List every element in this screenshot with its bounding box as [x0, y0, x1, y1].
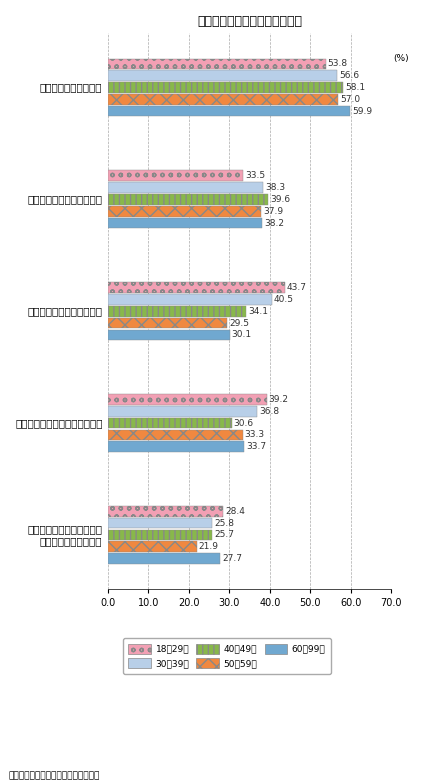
Text: 21.9: 21.9	[198, 542, 219, 551]
Bar	[108, 282, 285, 293]
Text: 資料）　国土交通省「国民意識調査」: 資料） 国土交通省「国民意識調査」	[8, 771, 100, 780]
Bar	[108, 553, 220, 564]
Bar	[108, 529, 212, 540]
Text: 36.8: 36.8	[259, 407, 279, 416]
Text: 59.9: 59.9	[352, 106, 372, 116]
Text: 39.6: 39.6	[270, 195, 290, 204]
Bar	[108, 394, 267, 405]
Bar	[108, 541, 197, 552]
Bar	[108, 306, 246, 317]
Text: 27.7: 27.7	[222, 554, 242, 563]
Text: 58.1: 58.1	[345, 83, 365, 92]
Bar	[108, 59, 326, 70]
Bar	[108, 506, 223, 517]
Text: 28.4: 28.4	[225, 507, 245, 516]
Text: 57.0: 57.0	[340, 95, 361, 104]
Text: 33.3: 33.3	[245, 430, 265, 439]
Bar	[108, 106, 350, 117]
Text: 38.2: 38.2	[265, 218, 285, 228]
Title: 観光に期待する効果（年代別）: 観光に期待する効果（年代別）	[197, 15, 302, 28]
Text: (%): (%)	[393, 53, 409, 63]
Text: 40.5: 40.5	[274, 295, 294, 304]
Bar	[108, 317, 227, 328]
Text: 33.5: 33.5	[245, 171, 265, 181]
Bar	[108, 418, 232, 429]
Text: 38.3: 38.3	[265, 183, 285, 192]
Bar	[108, 94, 338, 105]
Text: 34.1: 34.1	[248, 307, 268, 316]
Text: 33.7: 33.7	[246, 442, 266, 451]
Bar	[108, 518, 212, 529]
Bar	[108, 82, 343, 93]
Bar	[108, 182, 263, 193]
Text: 39.2: 39.2	[268, 395, 289, 404]
Bar	[108, 170, 243, 181]
Bar	[108, 70, 337, 81]
Text: 30.1: 30.1	[232, 330, 252, 339]
Bar	[108, 429, 243, 440]
Bar	[108, 329, 230, 340]
Text: 25.7: 25.7	[214, 530, 234, 540]
Legend: 18～29歳, 30～39歳, 40～49歳, 50～59歳, 60～99歳: 18～29歳, 30～39歳, 40～49歳, 50～59歳, 60～99歳	[123, 638, 331, 673]
Bar	[108, 194, 268, 205]
Text: 37.9: 37.9	[263, 206, 283, 216]
Bar	[108, 206, 261, 217]
Text: 56.6: 56.6	[339, 71, 359, 81]
Text: 29.5: 29.5	[229, 318, 249, 328]
Bar	[108, 294, 272, 305]
Text: 25.8: 25.8	[215, 518, 234, 528]
Bar	[108, 217, 262, 228]
Bar	[108, 406, 257, 417]
Bar	[108, 441, 244, 452]
Text: 53.8: 53.8	[328, 59, 348, 68]
Text: 30.6: 30.6	[234, 418, 254, 428]
Text: 43.7: 43.7	[287, 283, 307, 292]
